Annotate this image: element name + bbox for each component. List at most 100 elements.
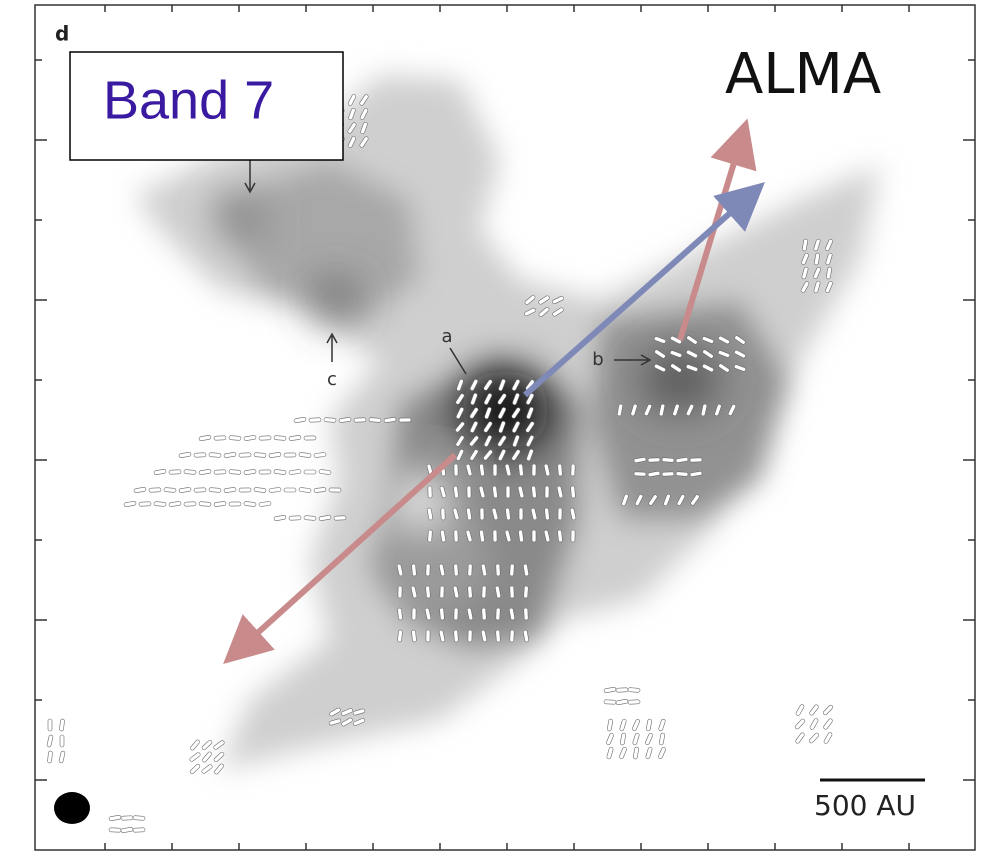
polarization-segment: [557, 507, 563, 521]
polarization-segment: [795, 732, 805, 744]
polarization-segment: [439, 607, 445, 621]
polarization-segment: [669, 350, 683, 358]
polarization-segment: [497, 407, 507, 419]
polarization-segment: [648, 494, 658, 506]
polarization-segment: [809, 704, 819, 716]
telescope-label: ALMA: [725, 42, 881, 107]
polarization-segment: [153, 469, 167, 475]
polarization-segment: [606, 733, 614, 745]
polarization-segment: [303, 435, 317, 441]
polarization-segment: [397, 585, 403, 599]
polarization-segment: [483, 379, 493, 391]
polarization-segment: [198, 469, 212, 475]
polarization-segment: [479, 463, 485, 477]
polarization-segment: [268, 487, 282, 493]
polarization-segment: [518, 463, 524, 477]
polarization-segment: [466, 607, 474, 621]
polarization-segment: [518, 529, 524, 543]
polarization-segment: [538, 295, 550, 305]
polarization-segment: [627, 699, 641, 705]
polarization-segment: [425, 585, 431, 599]
polarization-segment: [481, 563, 487, 577]
polarization-segment: [823, 732, 833, 744]
polarization-segment: [714, 403, 722, 417]
polarization-segment: [617, 403, 623, 417]
outflow-arrow: [523, 182, 765, 398]
polarization-segment: [647, 471, 661, 477]
polarization-segment: [198, 435, 212, 441]
polarization-segment: [733, 364, 747, 372]
polarization-segment: [411, 563, 417, 577]
polarization-segment: [268, 452, 282, 458]
polarization-segment: [686, 404, 694, 416]
polarization-segment: [615, 687, 629, 693]
polarization-segment: [552, 307, 564, 317]
polarization-segment: [47, 750, 53, 764]
polarization-segment: [465, 529, 473, 543]
polarization-segment: [498, 420, 506, 434]
polarization-segment: [348, 107, 356, 121]
polarization-segment: [193, 487, 207, 493]
polarization-segment: [427, 485, 433, 499]
polarization-segment: [658, 718, 666, 732]
polarization-segment: [632, 732, 640, 746]
polarization-segment: [702, 363, 714, 373]
polarization-segment: [213, 751, 225, 763]
polarization-segment: [360, 121, 368, 135]
polarization-segment: [498, 378, 506, 392]
polarization-segment: [313, 452, 327, 458]
polarization-segment: [398, 417, 412, 423]
polarization-segment: [328, 487, 342, 493]
polarization-segment: [469, 421, 479, 433]
polarization-segment: [283, 487, 297, 493]
polarization-segment: [341, 717, 353, 727]
polarization-segment: [213, 501, 227, 507]
polarization-segment: [397, 629, 403, 643]
polarization-segment: [813, 280, 821, 294]
polarization-segment: [825, 239, 833, 251]
polarization-segment: [718, 335, 730, 345]
polarization-segment: [469, 449, 479, 461]
polarization-segment: [410, 585, 418, 599]
polarization-segment: [453, 529, 459, 543]
polarization-segment: [347, 122, 357, 134]
polarization-segment: [466, 485, 472, 499]
polarization-segment: [288, 515, 302, 521]
polarization-segment: [168, 501, 182, 507]
polarization-segment: [425, 629, 431, 643]
polarization-segment: [383, 417, 397, 423]
polarization-segment: [543, 463, 551, 477]
polarization-segment: [153, 501, 167, 507]
polarization-segment: [467, 563, 473, 577]
polarization-segment: [509, 629, 515, 643]
polarization-segment: [531, 529, 537, 543]
polarization-segment: [685, 364, 699, 372]
polarization-segment: [258, 469, 272, 475]
polarization-segment: [676, 494, 686, 506]
polarization-segment: [492, 463, 498, 477]
polarization-segment: [273, 515, 287, 521]
polarization-segment: [654, 349, 666, 359]
polarization-segment: [619, 747, 627, 759]
polarization-segment: [645, 733, 653, 745]
polarization-segment: [672, 403, 680, 417]
polarization-segment: [352, 708, 366, 716]
polarization-segment: [183, 469, 197, 475]
polarization-segment: [467, 585, 473, 599]
polarization-segment: [411, 607, 417, 621]
polarization-segment: [108, 827, 122, 833]
polarization-segment: [557, 463, 563, 477]
polarization-segment: [530, 507, 538, 521]
outflow-arrow: [223, 452, 458, 665]
polarization-segment: [288, 435, 302, 441]
polarization-segment: [495, 607, 501, 621]
polarization-segment: [603, 687, 617, 693]
polarization-segment: [504, 529, 512, 543]
polarization-segment: [801, 266, 809, 280]
polarization-segment: [148, 487, 162, 493]
polarization-segment: [658, 403, 666, 417]
polarization-segment: [544, 485, 550, 499]
polarization-segment: [439, 485, 447, 499]
polarization-segment: [368, 417, 382, 423]
polarization-segment: [453, 563, 459, 577]
